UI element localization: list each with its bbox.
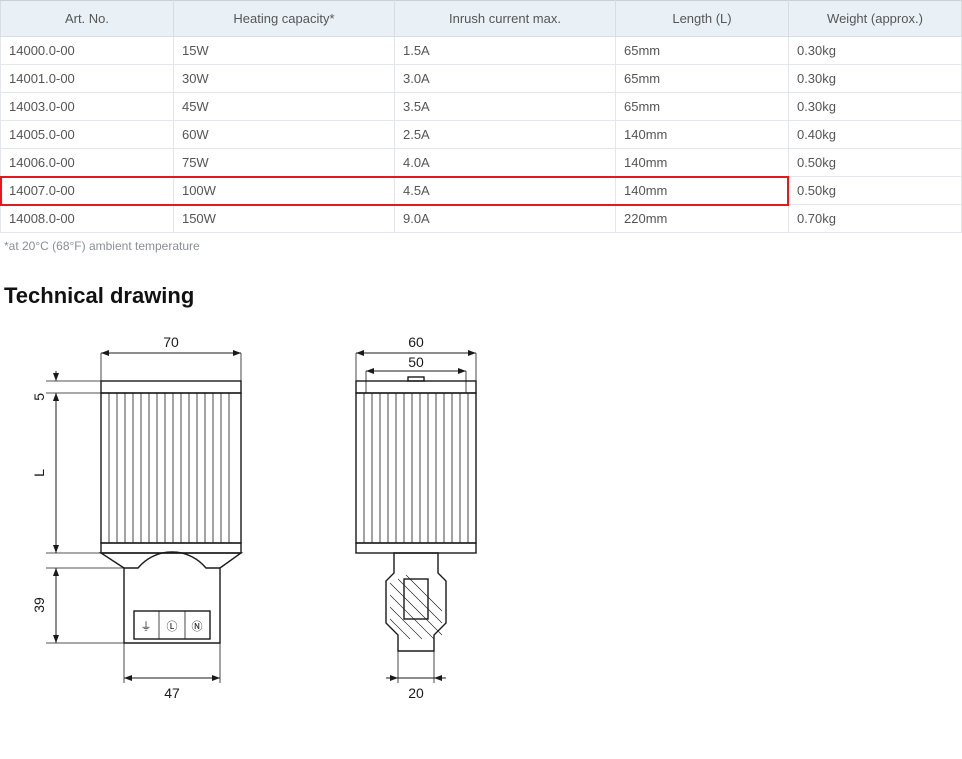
svg-text:60: 60 [408, 334, 424, 350]
table-cell: 3.5A [394, 93, 615, 121]
table-cell: 0.40kg [788, 121, 961, 149]
svg-text:70: 70 [163, 334, 179, 350]
table-cell: 0.30kg [788, 65, 961, 93]
drawing-side: 60 50 [316, 323, 516, 723]
section-title: Technical drawing [4, 283, 962, 309]
svg-text:50: 50 [408, 354, 424, 370]
table-cell: 15W [173, 37, 394, 65]
table-cell: 65mm [616, 65, 789, 93]
table-cell: 2.5A [394, 121, 615, 149]
table-cell: 0.30kg [788, 93, 961, 121]
svg-text:L: L [31, 469, 47, 477]
table-cell: 4.0A [394, 149, 615, 177]
svg-text:Ⓝ: Ⓝ [192, 620, 203, 633]
table-row: 14003.0-0045W3.5A65mm0.30kg [1, 93, 962, 121]
table-cell: 0.50kg [788, 149, 961, 177]
table-cell: 14008.0-00 [1, 205, 174, 233]
table-cell: 65mm [616, 93, 789, 121]
table-cell: 14007.0-00 [1, 177, 174, 205]
spec-table: Art. No.Heating capacity*Inrush current … [0, 0, 962, 233]
table-footnote: *at 20°C (68°F) ambient temperature [0, 233, 962, 253]
table-cell: 65mm [616, 37, 789, 65]
table-cell: 0.30kg [788, 37, 961, 65]
table-cell: 75W [173, 149, 394, 177]
svg-text:5: 5 [31, 393, 47, 401]
table-cell: 30W [173, 65, 394, 93]
table-header-cell: Art. No. [1, 1, 174, 37]
svg-text:⏚: ⏚ [141, 620, 152, 633]
table-header-row: Art. No.Heating capacity*Inrush current … [1, 1, 962, 37]
table-cell: 100W [173, 177, 394, 205]
svg-text:20: 20 [408, 685, 424, 701]
table-cell: 0.50kg [788, 177, 961, 205]
table-cell: 140mm [616, 177, 789, 205]
table-cell: 4.5A [394, 177, 615, 205]
spec-table-wrap: Art. No.Heating capacity*Inrush current … [0, 0, 962, 233]
svg-text:Ⓛ: Ⓛ [167, 620, 178, 633]
table-cell: 3.0A [394, 65, 615, 93]
table-cell: 14001.0-00 [1, 65, 174, 93]
table-row: 14001.0-0030W3.0A65mm0.30kg [1, 65, 962, 93]
table-header-cell: Heating capacity* [173, 1, 394, 37]
table-cell: 14006.0-00 [1, 149, 174, 177]
table-cell: 140mm [616, 149, 789, 177]
table-cell: 14000.0-00 [1, 37, 174, 65]
drawing-front: 70 5 L 39 [6, 323, 276, 723]
table-row: 14005.0-0060W2.5A140mm0.40kg [1, 121, 962, 149]
svg-text:39: 39 [31, 597, 47, 613]
table-header-cell: Inrush current max. [394, 1, 615, 37]
table-cell: 9.0A [394, 205, 615, 233]
table-row: 14006.0-0075W4.0A140mm0.50kg [1, 149, 962, 177]
table-row: 14007.0-00100W4.5A140mm0.50kg [1, 177, 962, 205]
table-header-cell: Length (L) [616, 1, 789, 37]
technical-drawings: 70 5 L 39 [0, 323, 962, 723]
table-cell: 150W [173, 205, 394, 233]
table-cell: 1.5A [394, 37, 615, 65]
table-cell: 14005.0-00 [1, 121, 174, 149]
table-row: 14000.0-0015W1.5A65mm0.30kg [1, 37, 962, 65]
table-cell: 45W [173, 93, 394, 121]
table-cell: 0.70kg [788, 205, 961, 233]
table-row: 14008.0-00150W9.0A220mm0.70kg [1, 205, 962, 233]
table-cell: 140mm [616, 121, 789, 149]
table-header-cell: Weight (approx.) [788, 1, 961, 37]
table-cell: 60W [173, 121, 394, 149]
table-cell: 220mm [616, 205, 789, 233]
svg-text:47: 47 [164, 685, 180, 701]
table-cell: 14003.0-00 [1, 93, 174, 121]
